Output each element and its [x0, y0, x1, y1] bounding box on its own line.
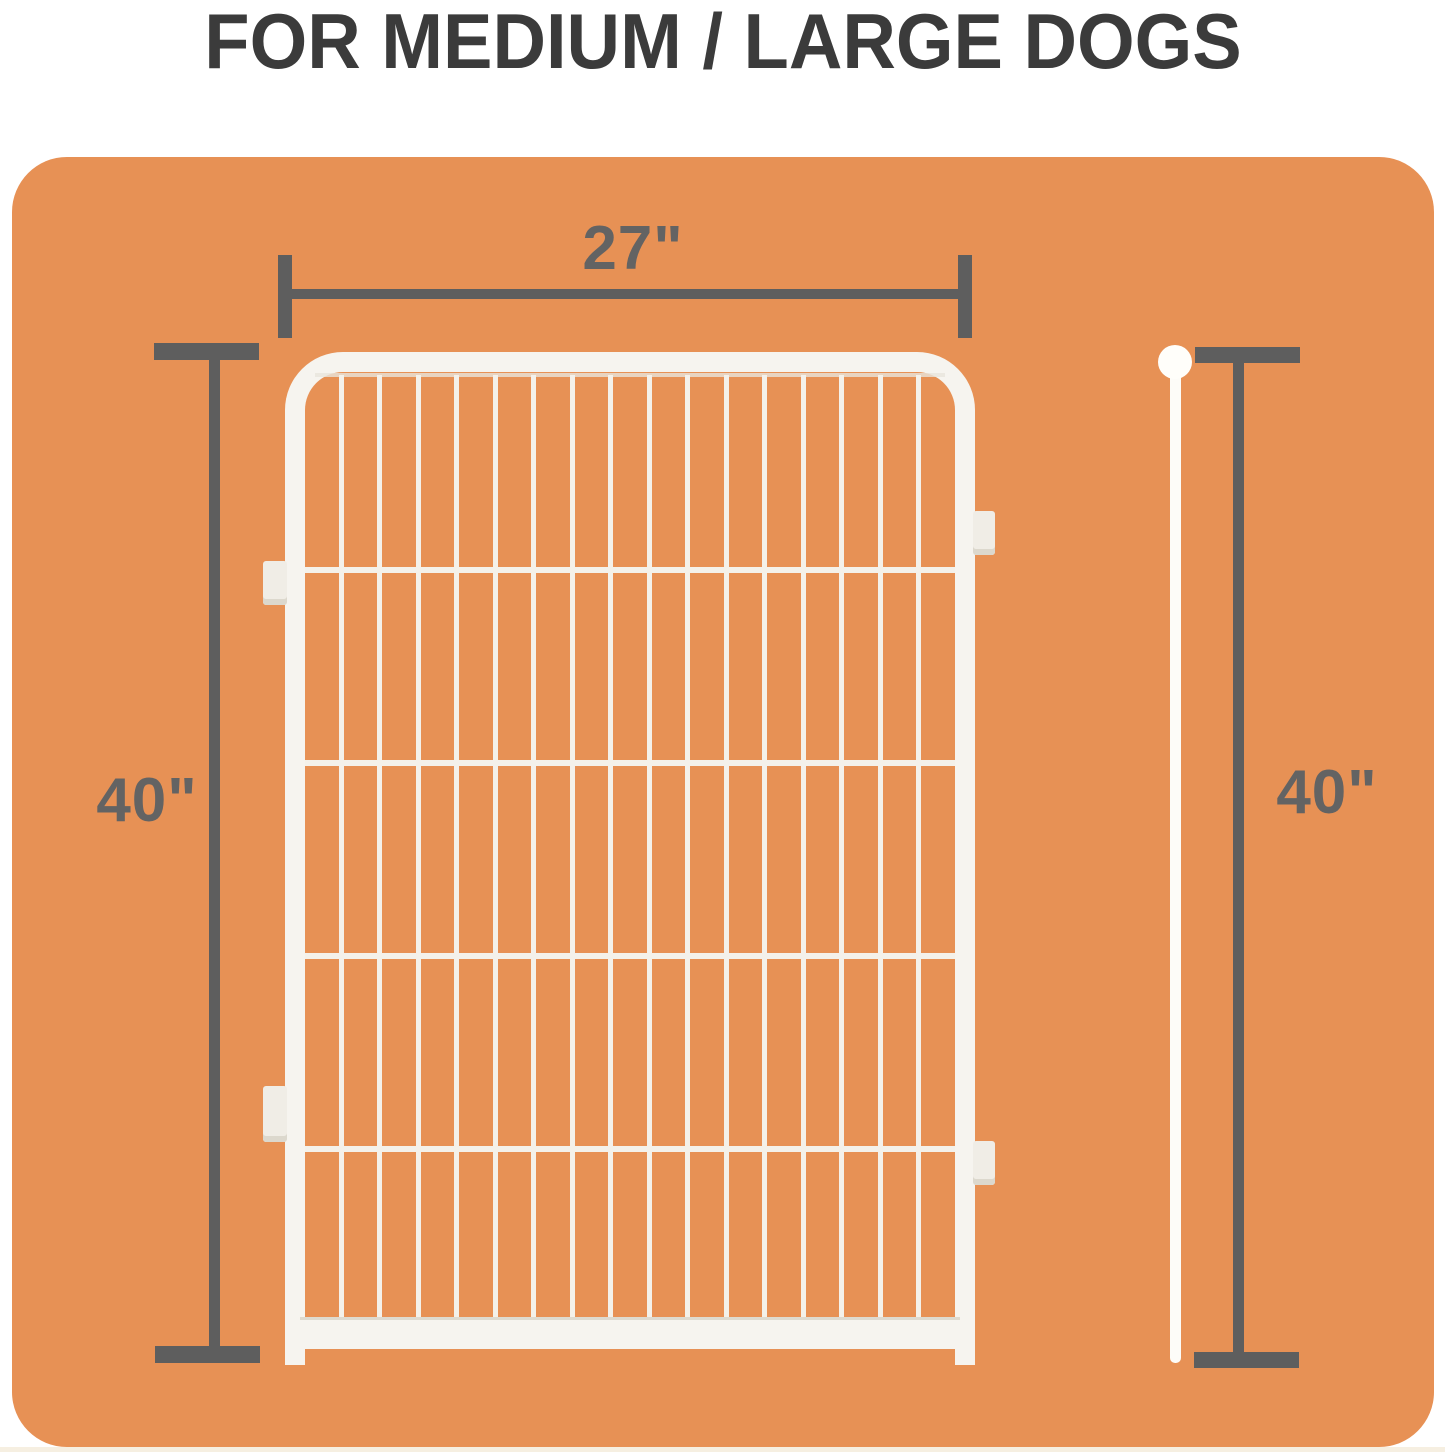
fence-horizontal-wire: [305, 567, 955, 573]
width-dimension-end-cap-right: [958, 255, 972, 338]
fence-vertical-wire: [569, 375, 575, 1320]
fence-horizontal-wire: [305, 953, 955, 959]
fence-vertical-wire: [839, 375, 845, 1320]
fence-vertical-wire: [338, 375, 344, 1320]
fence-vertical-wire: [608, 375, 614, 1320]
fence-horizontal-wire: [305, 1146, 955, 1152]
right-height-dimension-label: 40": [1276, 758, 1378, 827]
fence-horizontal-wire: [305, 760, 955, 766]
right-height-dimension-end-cap-top: [1195, 347, 1300, 363]
fence-vertical-wire: [492, 375, 498, 1320]
page-title: FOR MEDIUM / LARGE DOGS: [0, 2, 1445, 80]
left-height-dimension-end-cap-top: [154, 343, 259, 360]
orange-background-panel: [12, 157, 1434, 1447]
fence-vertical-wire: [762, 375, 768, 1320]
ground-stake-rod: [1170, 368, 1181, 1363]
fence-vertical-wire: [685, 375, 691, 1320]
bottom-edge-strip: [0, 1447, 1445, 1452]
right-height-dimension-end-cap-bottom: [1194, 1352, 1299, 1368]
fence-vertical-wire: [877, 375, 883, 1320]
width-dimension-label: 27": [582, 214, 684, 283]
width-dimension-end-cap-left: [278, 255, 292, 338]
left-height-dimension-end-cap-bottom: [155, 1346, 260, 1363]
fence-vertical-wire: [723, 375, 729, 1320]
fence-panel-illustration: [263, 352, 995, 1365]
fence-top-inner-rod: [315, 373, 945, 377]
fence-vertical-wire: [377, 375, 383, 1320]
fence-vertical-wire: [454, 375, 460, 1320]
width-dimension-line: [286, 289, 964, 299]
fence-frame: [285, 352, 975, 1365]
fence-vertical-wire: [800, 375, 806, 1320]
fence-bottom-rail: [300, 1317, 960, 1349]
fence-vertical-wire: [531, 375, 537, 1320]
fence-vertical-wires: [305, 375, 955, 1320]
fence-connector-tab: [263, 1086, 287, 1142]
fence-connector-tab: [973, 1141, 995, 1185]
fence-connector-tab: [263, 561, 287, 605]
left-height-dimension-line: [209, 358, 220, 1348]
fence-vertical-wire: [646, 375, 652, 1320]
fence-connector-tab: [973, 511, 995, 555]
left-height-dimension-label: 40": [96, 766, 198, 835]
page-title-text: FOR MEDIUM / LARGE DOGS: [203, 0, 1242, 85]
ground-stake-ball-top: [1158, 345, 1192, 379]
right-height-dimension-line: [1233, 360, 1244, 1354]
fence-vertical-wire: [415, 375, 421, 1320]
fence-vertical-wire: [916, 375, 922, 1320]
